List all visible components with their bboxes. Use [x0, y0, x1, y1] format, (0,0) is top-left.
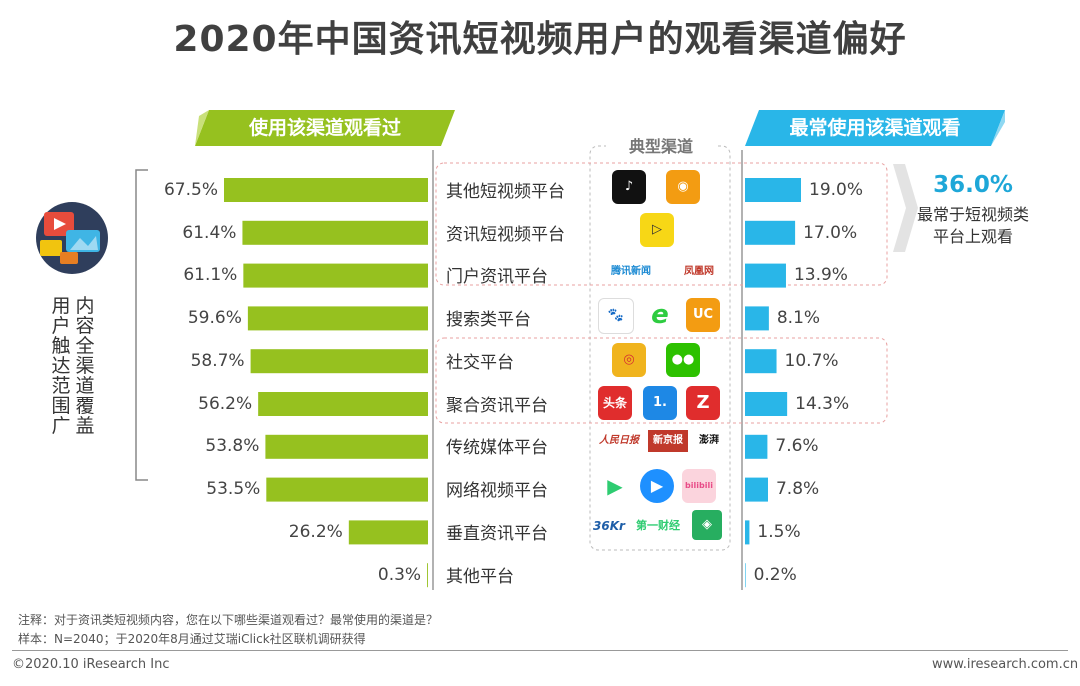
beijing-news-logo-icon: 新京报 [648, 430, 688, 452]
side-label-reach: 用户触达范围广 [51, 295, 71, 437]
video-channel-icon [36, 202, 108, 274]
category-label: 聚合资讯平台 [446, 396, 548, 416]
footnote-sample: 样本：N=2040；于2020年8月通过艾瑞iClick社区联机调研获得 [18, 632, 366, 646]
bar-most-used [745, 263, 786, 288]
haokan-logo-icon: ▷ [640, 213, 674, 247]
category-label: 搜索类平台 [446, 310, 531, 330]
website-link[interactable]: www.iresearch.com.cn [932, 657, 1079, 672]
category-label: 门户资讯平台 [446, 267, 548, 287]
category-label: 网络视频平台 [446, 481, 548, 501]
bar-most-used [745, 392, 788, 416]
bar-used-channel [266, 477, 428, 502]
left-data-label: 59.6% [187, 308, 242, 328]
group-box-middle [435, 337, 888, 424]
category-label: 社交平台 [446, 353, 514, 373]
36kr-logo-icon: 36Kr [593, 519, 625, 533]
banner-right-shape [745, 110, 1005, 146]
bar-used-channel [224, 178, 428, 202]
chart-frame [135, 145, 918, 590]
ifeng-logo-icon: 凤凰网 [684, 266, 714, 277]
highlight-arrow [893, 164, 918, 252]
banner-used-channel: 使用该渠道观看过 [195, 110, 455, 146]
right-data-label: 7.6% [775, 436, 819, 456]
youku-logo-icon: ▶ [640, 469, 674, 503]
toutiao-logo-icon: 头条 [598, 386, 632, 420]
yicai-logo-icon: 第一财经 [636, 519, 680, 532]
bar-used-channel [258, 392, 428, 416]
tencent-video-logo-icon: ▶ [598, 469, 632, 503]
bar-used-channel [427, 563, 428, 588]
wechat-logo-icon: ●● [666, 343, 700, 377]
coverage-bracket [135, 169, 148, 481]
group-box-top [435, 162, 888, 286]
typical-channel-label: 典型渠道 [606, 133, 716, 157]
highlight-line-2: 平台上观看 [932, 227, 1013, 246]
left-data-label: 26.2% [288, 522, 343, 542]
left-data-label: 58.7% [190, 351, 245, 371]
bar-used-channel [348, 520, 428, 545]
left-data-label: 56.2% [198, 394, 253, 414]
the-paper-logo-icon: 澎湃 [699, 435, 719, 446]
highlight-value: 36.0% [933, 172, 1013, 198]
yidian-logo-icon: 1. [643, 386, 677, 420]
bar-most-used [745, 349, 777, 374]
zaker-logo-icon: Z [686, 386, 720, 420]
banner-left-label: 使用该渠道观看过 [248, 117, 401, 139]
banner-left-shape [195, 110, 455, 146]
bar-used-channel [250, 349, 428, 374]
bar-used-channel [247, 306, 428, 331]
bar-most-used [745, 220, 796, 245]
bars-layer [224, 178, 801, 588]
bar-most-used [745, 178, 801, 202]
left-data-label: 67.5% [163, 180, 218, 200]
bar-most-used [745, 563, 746, 588]
bar-used-channel [265, 434, 428, 459]
bar-most-used [745, 306, 769, 331]
left-data-label: 61.4% [182, 223, 237, 243]
right-data-label: 1.5% [757, 522, 801, 542]
right-data-label: 17.0% [803, 223, 858, 243]
right-data-label: 19.0% [809, 180, 864, 200]
right-data-label: 14.3% [795, 394, 850, 414]
left-data-label: 0.3% [377, 565, 422, 585]
page-title: 2020年中国资讯短视频用户的观看渠道偏好 [173, 19, 907, 60]
uc-browser-logo-icon: UC [686, 298, 720, 332]
banner-most-used: 最常使用该渠道观看 [745, 110, 1005, 146]
category-label: 垂直资讯平台 [446, 524, 548, 544]
browser-logo-icon: e [643, 298, 677, 332]
category-label: 传统媒体平台 [446, 438, 548, 458]
category-label: 其他短视频平台 [446, 182, 565, 202]
bilibili-logo-icon: bilibili [682, 469, 716, 503]
footer-divider [12, 650, 1068, 651]
highlight-description: 最常于短视频类 平台上观看 [900, 204, 1046, 248]
right-data-label: 7.8% [775, 479, 820, 499]
left-data-label: 53.8% [205, 436, 260, 456]
copyright-text: ©2020.10 iResearch Inc [12, 657, 170, 672]
weibo-logo-icon: ◎ [612, 343, 646, 377]
highlight-line-1: 最常于短视频类 [916, 205, 1029, 224]
tencent-news-logo-icon: 腾讯新闻 [611, 266, 651, 277]
side-label-coverage: 内容全渠道覆盖 [75, 295, 95, 437]
category-label: 资讯短视频平台 [446, 225, 565, 245]
bar-most-used [745, 520, 750, 545]
left-data-label: 61.1% [183, 265, 238, 285]
bar-most-used [745, 477, 768, 502]
bar-used-channel [243, 263, 428, 288]
right-data-label: 10.7% [784, 351, 839, 371]
kuaishou-logo-icon: ◉ [666, 170, 700, 204]
baidu-logo-icon: 🐾 [598, 298, 634, 334]
category-label: 其他平台 [446, 567, 514, 587]
footnote-question: 注释：对于资讯类短视频内容，您在以下哪些渠道观看过？最常使用的渠道是？ [18, 613, 439, 627]
right-data-label: 13.9% [793, 265, 848, 285]
left-data-label: 53.5% [206, 479, 261, 499]
bar-most-used [745, 434, 768, 459]
right-data-label: 0.2% [753, 565, 797, 585]
banner-right-label: 最常使用该渠道观看 [789, 117, 961, 139]
peoples-daily-logo-icon: 人民日报 [599, 435, 639, 446]
bar-used-channel [242, 220, 428, 245]
wechat-article-logo-icon: ◈ [692, 510, 722, 540]
right-data-label: 8.1% [776, 308, 821, 328]
douyin-logo-icon: ♪ [612, 170, 646, 204]
